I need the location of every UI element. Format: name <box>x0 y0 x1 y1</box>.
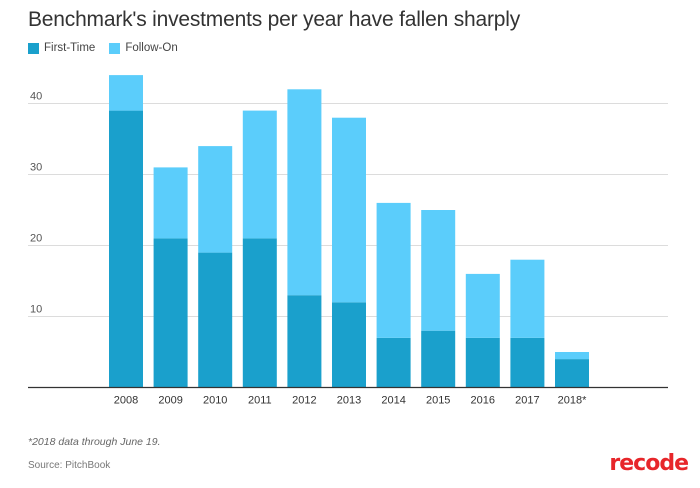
legend-label-follow-on: Follow-On <box>125 42 178 54</box>
bar-first-time-2016 <box>465 337 500 388</box>
y-tick-label-20: 20 <box>30 233 42 245</box>
bar-first-time-2014 <box>376 337 411 388</box>
bar-follow-on-2008 <box>109 75 143 111</box>
legend-swatch-first-time <box>28 42 39 54</box>
x-tick-label-2014: 2014 <box>381 395 405 407</box>
x-tick-label-2008: 2008 <box>114 395 138 407</box>
bar-first-time-2013 <box>332 302 366 388</box>
x-tick-label-2017: 2017 <box>515 395 539 407</box>
bar-follow-on-2015 <box>421 210 456 331</box>
bar-first-time-2015 <box>421 330 456 388</box>
legend-swatch-follow-on <box>109 42 121 54</box>
bar-follow-on-2017 <box>510 259 545 338</box>
chart-title: Benchmark's investments per year have fa… <box>28 8 521 31</box>
legend: First-Time Follow-On <box>28 42 178 54</box>
source-note: Source: PitchBook <box>28 460 111 471</box>
bar-follow-on-2013 <box>332 117 366 303</box>
x-tick-label-2011: 2011 <box>248 395 272 407</box>
bar-first-time-2018 <box>555 359 589 388</box>
bar-follow-on-2018 <box>555 352 589 360</box>
y-tick-label-10: 10 <box>30 304 42 316</box>
x-tick-label-2018: 2018* <box>558 395 587 407</box>
footnote: *2018 data through June 19. <box>28 436 161 448</box>
x-tick-label-2009: 2009 <box>158 395 182 407</box>
legend-item-first-time: First-Time <box>28 42 95 54</box>
bar-follow-on-2009 <box>153 167 188 239</box>
bar-first-time-2012 <box>287 295 322 388</box>
bar-follow-on-2014 <box>376 202 411 338</box>
bar-first-time-2010 <box>198 252 233 388</box>
legend-item-follow-on: Follow-On <box>109 42 178 54</box>
bar-first-time-2017 <box>510 337 545 388</box>
bar-first-time-2011 <box>242 238 277 388</box>
recode-logo: recode <box>609 451 689 476</box>
bar-follow-on-2012 <box>287 89 322 296</box>
x-tick-label-2010: 2010 <box>203 395 227 407</box>
bar-first-time-2008 <box>109 110 143 388</box>
x-tick-label-2012: 2012 <box>292 395 316 407</box>
bar-follow-on-2016 <box>465 273 500 338</box>
x-tick-label-2013: 2013 <box>337 395 361 407</box>
x-tick-label-2016: 2016 <box>471 395 495 407</box>
y-tick-label-40: 40 <box>30 91 42 103</box>
legend-label-first-time: First-Time <box>44 42 96 54</box>
bar-first-time-2009 <box>153 238 188 388</box>
y-tick-label-30: 30 <box>30 162 42 174</box>
bar-follow-on-2010 <box>198 146 233 253</box>
x-tick-label-2015: 2015 <box>426 395 450 407</box>
bar-follow-on-2011 <box>242 110 277 239</box>
